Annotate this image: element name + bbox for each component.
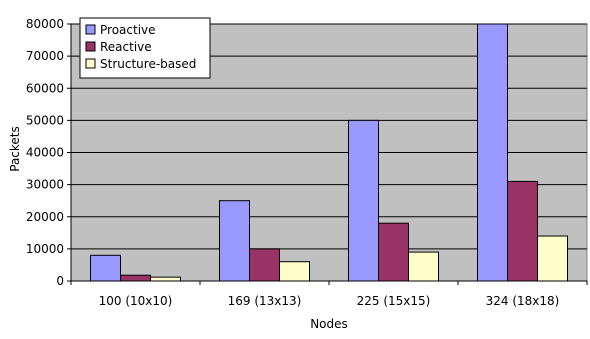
- x-tick-label: 169 (13x13): [228, 294, 302, 308]
- legend-swatch: [85, 41, 96, 52]
- bars: [90, 23, 568, 282]
- bar-structure-based-0: [150, 276, 181, 282]
- bar-proactive-1: [219, 200, 250, 282]
- bar-reactive-1: [249, 248, 280, 282]
- legend: Proactive Reactive Structure-based: [79, 17, 211, 79]
- x-tick-label: 225 (15x15): [357, 294, 431, 308]
- legend-label: Proactive: [100, 23, 156, 37]
- y-tick-label: 70000: [26, 49, 64, 63]
- legend-swatch: [85, 58, 96, 69]
- y-axis-title: Packets: [8, 126, 22, 172]
- bar-proactive-2: [348, 119, 379, 282]
- bar-structure-based-2: [408, 251, 439, 282]
- x-axis-title: Nodes: [310, 317, 348, 331]
- x-tick-label: 324 (18x18): [486, 294, 560, 308]
- bar-reactive-2: [378, 222, 409, 282]
- bar-reactive-0: [120, 274, 151, 282]
- bar-proactive-0: [90, 254, 121, 282]
- y-tick-labels: 0 10000 20000 30000 40000 50000 60000 70000 8000…: [26, 17, 71, 288]
- y-tick-label: 30000: [26, 178, 64, 192]
- x-tick-label: 100 (10x10): [99, 294, 173, 308]
- y-tick-label: 50000: [26, 113, 64, 127]
- y-tick-label: 60000: [26, 81, 64, 95]
- y-tick-label: 80000: [26, 17, 64, 31]
- legend-label: Reactive: [100, 40, 152, 54]
- x-tick-labels: 100 (10x10) 169 (13x13) 225 (15x15) 324 (18…: [70, 281, 588, 308]
- bar-proactive-3: [477, 23, 508, 282]
- y-tick-label: 20000: [26, 210, 64, 224]
- bar-structure-based-3: [537, 235, 568, 282]
- bar-reactive-3: [507, 180, 538, 282]
- y-tick-label: 10000: [26, 242, 64, 256]
- legend-swatch: [85, 24, 96, 35]
- y-tick-label: 0: [56, 274, 64, 288]
- y-tick-label: 40000: [26, 146, 64, 160]
- legend-box: [79, 17, 211, 79]
- legend-label: Structure-based: [100, 57, 196, 71]
- bar-structure-based-1: [279, 261, 310, 282]
